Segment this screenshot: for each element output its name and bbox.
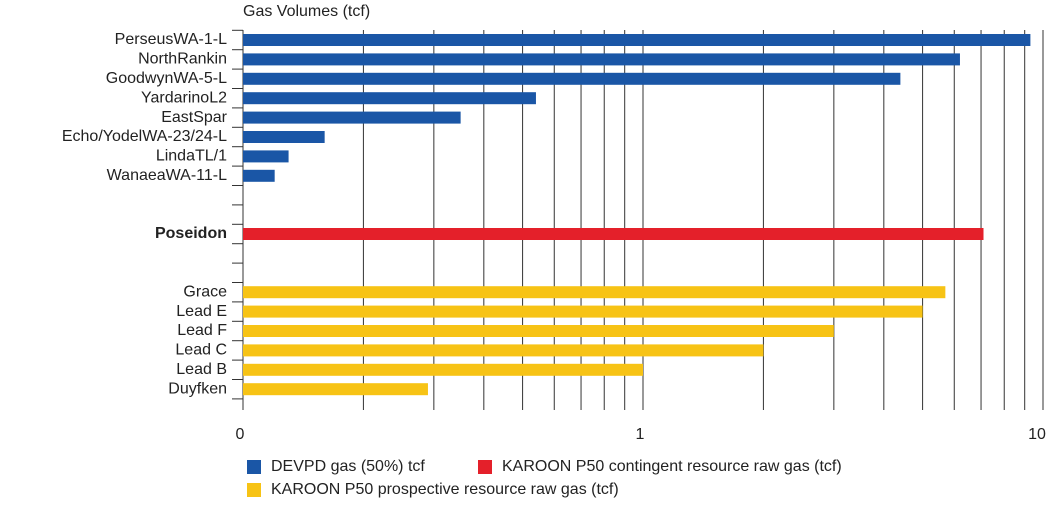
bar [243, 72, 901, 85]
y-tick-label: Lead E [176, 303, 227, 320]
bar [243, 383, 428, 396]
y-tick-label: NorthRankin [138, 51, 227, 68]
y-tick-label: Grace [183, 283, 227, 300]
bar [243, 131, 325, 143]
bar [243, 53, 960, 66]
y-tick-label: LindaTL/1 [156, 148, 227, 165]
legend-label: DEVPD gas (50%) tcf [271, 458, 425, 475]
bar [243, 305, 923, 318]
bar [243, 228, 984, 240]
y-tick-label: Echo/YodelWA-23/24-L [62, 128, 227, 145]
legend-swatch [247, 483, 261, 497]
bar [243, 92, 536, 105]
bar [243, 344, 764, 357]
bar [243, 150, 289, 163]
x-tick-label: 0 [236, 426, 245, 443]
y-tick-label: Duyfken [168, 380, 227, 397]
bar [243, 325, 834, 337]
y-tick-label: Lead F [177, 322, 227, 339]
bar [243, 34, 1031, 46]
y-tick-label: PerseusWA-1-L [115, 31, 227, 48]
x-tick-label: 1 [636, 426, 645, 443]
chart-title: Gas Volumes (tcf) [243, 3, 370, 20]
x-tick-label: 10 [1028, 426, 1046, 443]
y-tick-label: EastSpar [161, 109, 227, 126]
y-tick-label: WanaeaWA-11-L [107, 167, 227, 184]
bar [243, 111, 461, 124]
y-tick-label: Poseidon [155, 225, 227, 242]
legend-label: KAROON P50 contingent resource raw gas (… [502, 458, 842, 475]
y-tick-label: GoodwynWA-5-L [106, 70, 227, 87]
legend-swatch [247, 460, 261, 474]
legend-swatch [478, 460, 492, 474]
bar [243, 363, 643, 376]
y-tick-label: Lead C [175, 342, 227, 359]
y-tick-label: YardarinoL2 [141, 89, 227, 106]
bar [243, 286, 946, 299]
legend-label: KAROON P50 prospective resource raw gas … [271, 481, 619, 498]
bar [243, 169, 275, 182]
y-tick-label: Lead B [176, 361, 227, 378]
